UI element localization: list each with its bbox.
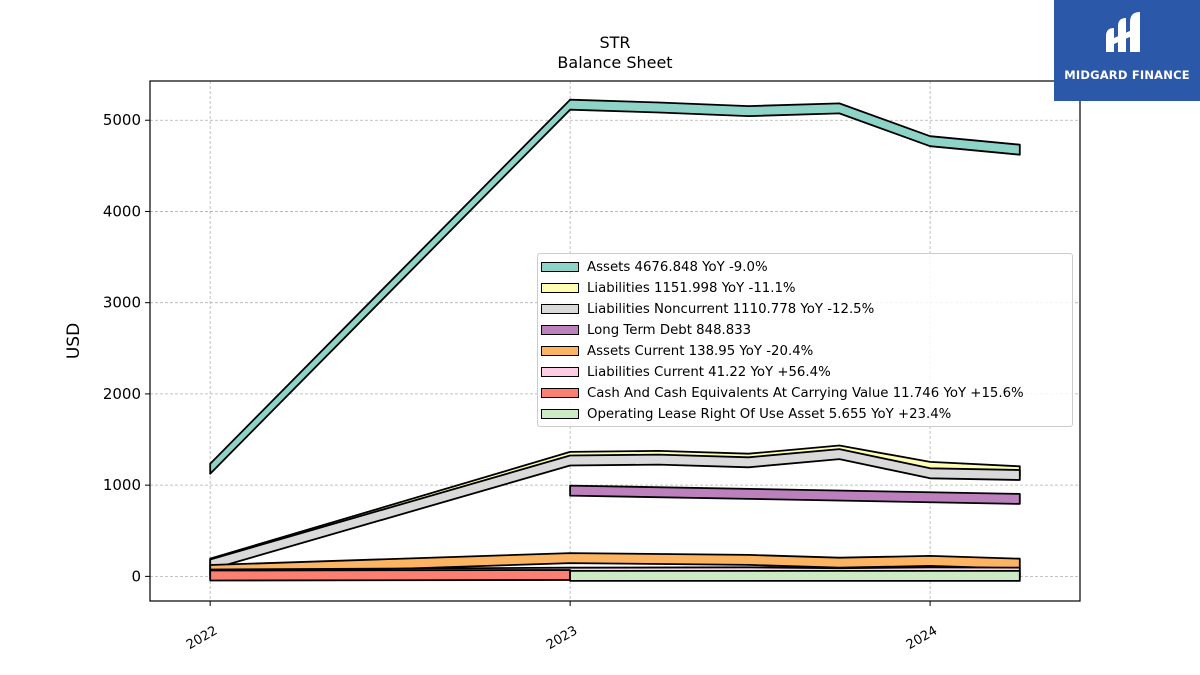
y-axis-label: USD	[64, 323, 84, 359]
legend-item: Liabilities Current 41.22 YoY +56.4%	[538, 362, 831, 382]
legend-item: Liabilities 1151.998 YoY -11.1%	[538, 278, 796, 298]
legend-swatch	[541, 262, 579, 272]
legend-swatch	[541, 283, 579, 293]
series-band-operating-lease-right-of-use-asset	[569, 570, 1021, 582]
legend-item: Long Term Debt 848.833	[538, 320, 751, 340]
midgard-logo-icon	[1106, 12, 1140, 52]
legend-label: Cash And Cash Equivalents At Carrying Va…	[587, 385, 1024, 401]
series-band-cash-and-cash-equivalents-at-carrying-value	[209, 569, 571, 582]
chart-title: STR	[599, 33, 631, 52]
midgard-finance-logo: MIDGARD FINANCE	[1054, 0, 1200, 101]
y-tick-label: 2000	[103, 385, 141, 403]
legend-item: Liabilities Noncurrent 1110.778 YoY -12.…	[538, 299, 874, 319]
legend-label: Assets 4676.848 YoY -9.0%	[587, 259, 768, 275]
y-tick-label: 5000	[103, 111, 141, 129]
legend-label: Liabilities Current 41.22 YoY +56.4%	[587, 364, 831, 380]
chart-subtitle: Balance Sheet	[557, 53, 673, 72]
legend-item: Cash And Cash Equivalents At Carrying Va…	[538, 383, 1024, 403]
y-tick-label: 1000	[103, 476, 141, 494]
legend-label: Liabilities Noncurrent 1110.778 YoY -12.…	[587, 301, 875, 317]
x-tick-label: 2023	[544, 623, 580, 653]
legend-swatch	[541, 325, 579, 335]
x-tick-label: 2022	[184, 623, 220, 653]
series-band-liabilities-noncurrent	[209, 448, 1021, 571]
series-bands	[209, 98, 1021, 582]
x-tick-label: 2024	[904, 623, 940, 653]
legend-item: Operating Lease Right Of Use Asset 5.655…	[538, 404, 951, 424]
legend-item: Assets Current 138.95 YoY -20.4%	[538, 341, 813, 361]
y-tick-label: 3000	[103, 294, 141, 312]
legend-swatch	[541, 388, 579, 398]
legend-swatch	[541, 367, 579, 377]
y-axis-ticks: 0 1000 2000 3000 4000 5000	[103, 111, 150, 585]
y-tick-label: 4000	[103, 202, 141, 220]
series-band-assets	[209, 98, 1021, 475]
legend-item: Assets 4676.848 YoY -9.0%	[538, 257, 768, 277]
x-axis-ticks: 2022 2023 2024	[184, 601, 940, 653]
legend-swatch	[541, 304, 579, 314]
legend-label: Liabilities 1151.998 YoY -11.1%	[587, 280, 796, 296]
legend: Assets 4676.848 YoY -9.0% Liabilities 115…	[537, 253, 1073, 427]
legend-label: Operating Lease Right Of Use Asset 5.655…	[587, 406, 952, 422]
legend-swatch	[541, 409, 579, 419]
y-tick-label: 0	[131, 567, 141, 585]
legend-swatch	[541, 346, 579, 356]
series-band-long-term-debt	[569, 484, 1021, 505]
plot-frame	[149, 80, 1081, 602]
logo-text: MIDGARD FINANCE	[1064, 68, 1190, 82]
legend-label: Assets Current 138.95 YoY -20.4%	[587, 343, 814, 359]
legend-label: Long Term Debt 848.833	[587, 322, 752, 338]
